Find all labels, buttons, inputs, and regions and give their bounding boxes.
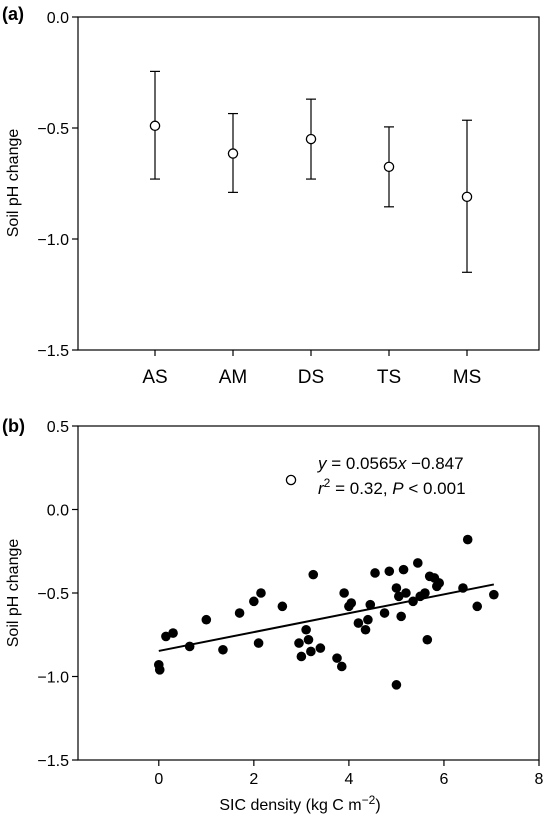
data-point	[393, 591, 404, 602]
data-point	[413, 558, 423, 568]
panel-b-points	[153, 534, 499, 690]
data-point	[370, 568, 380, 578]
x-category-label: AS	[142, 367, 167, 388]
data-point	[363, 614, 373, 625]
x-tick-label: 4	[344, 771, 353, 788]
data-point	[249, 596, 259, 607]
data-point	[315, 643, 326, 653]
data-point	[365, 599, 376, 610]
data-point	[434, 578, 444, 588]
panel-a-y-axis-title: Soil pH change	[5, 129, 22, 238]
panel-b-frame	[77, 425, 540, 761]
data-point	[332, 653, 342, 663]
mean-point	[461, 191, 473, 203]
data-point	[218, 644, 228, 655]
x-tick-label: 2	[249, 771, 258, 788]
panel-b-x-axis-title: SIC density (kg C m−2)	[219, 793, 380, 814]
panel-a-points	[149, 70, 473, 273]
mean-point	[383, 161, 395, 173]
y-tick-label: −0.5	[37, 121, 69, 138]
data-point	[234, 608, 245, 618]
data-point	[401, 588, 411, 598]
x-tick-label: 8	[535, 771, 544, 788]
data-point	[384, 566, 395, 577]
data-point	[294, 638, 304, 648]
y-tick-label: −1.5	[37, 753, 69, 770]
data-point	[253, 638, 264, 648]
panel-b-y-ticks: 0.5 0.0 −0.5 −1.0 −1.5	[37, 419, 78, 770]
data-point	[396, 611, 406, 622]
data-point	[398, 564, 409, 575]
data-point	[303, 634, 314, 645]
data-point	[256, 588, 266, 598]
y-tick-label: −0.5	[37, 586, 69, 603]
panel-b-y-axis-title: Soil pH change	[5, 539, 22, 648]
x-category-label: DS	[298, 367, 324, 388]
y-tick-label: −1.0	[37, 670, 69, 687]
data-point	[489, 589, 499, 600]
data-point	[161, 631, 171, 642]
panel-b-label: (b)	[2, 416, 25, 436]
data-point	[420, 588, 430, 598]
data-point	[277, 601, 288, 612]
x-category-label: TS	[377, 367, 401, 388]
data-point	[379, 608, 390, 618]
y-tick-label: 0.0	[47, 503, 69, 520]
data-point	[201, 614, 212, 625]
panel-a: (a) Soil pH change 0.0 −0.5 −1.0 −1.5 AS AM D…	[2, 4, 540, 388]
data-point	[462, 534, 473, 545]
data-point	[391, 680, 402, 690]
panel-b-x-ticks: 0 2 4 6 8	[154, 760, 544, 788]
panel-b-equation-line-1: y = 0.0565x −0.847	[317, 454, 464, 473]
mean-point	[149, 120, 161, 132]
data-point	[339, 588, 349, 598]
x-category-label: MS	[453, 367, 482, 388]
data-point	[360, 624, 371, 635]
data-point	[306, 646, 316, 657]
data-point	[301, 624, 311, 635]
y-tick-label: 0.5	[47, 419, 69, 436]
data-point	[184, 641, 195, 652]
mean-point	[305, 133, 317, 145]
regression-line	[158, 583, 495, 652]
panel-b-legend-marker	[285, 474, 297, 486]
mean-point	[227, 148, 239, 159]
panel-b-regression-line	[158, 583, 495, 652]
data-point	[408, 596, 418, 607]
data-point	[391, 583, 402, 593]
data-point	[472, 601, 483, 612]
panel-a-frame	[77, 16, 540, 351]
data-point	[336, 661, 347, 672]
data-point	[346, 598, 357, 608]
x-tick-label: 0	[154, 771, 163, 788]
x-tick-label: 6	[439, 771, 448, 788]
x-category-label: AM	[219, 367, 248, 388]
panel-a-y-ticks: 0.0 −0.5 −1.0 −1.5	[37, 10, 78, 360]
y-tick-label: −1.0	[37, 232, 69, 249]
data-point	[353, 618, 364, 628]
panel-b: (b) Soil pH change SIC density (kg C m−2…	[2, 416, 544, 814]
data-point	[308, 569, 319, 580]
panel-a-label: (a)	[2, 4, 24, 24]
data-point	[458, 583, 468, 593]
y-tick-label: −1.5	[37, 343, 69, 360]
panel-a-x-categories: AS AM DS TS MS	[142, 350, 481, 388]
data-point	[168, 628, 178, 638]
panel-b-equation-line-2: r2 = 0.32, P < 0.001	[318, 476, 466, 498]
data-point	[154, 665, 165, 675]
data-point	[296, 651, 307, 662]
data-point	[422, 634, 433, 645]
y-tick-label: 0.0	[47, 10, 69, 27]
